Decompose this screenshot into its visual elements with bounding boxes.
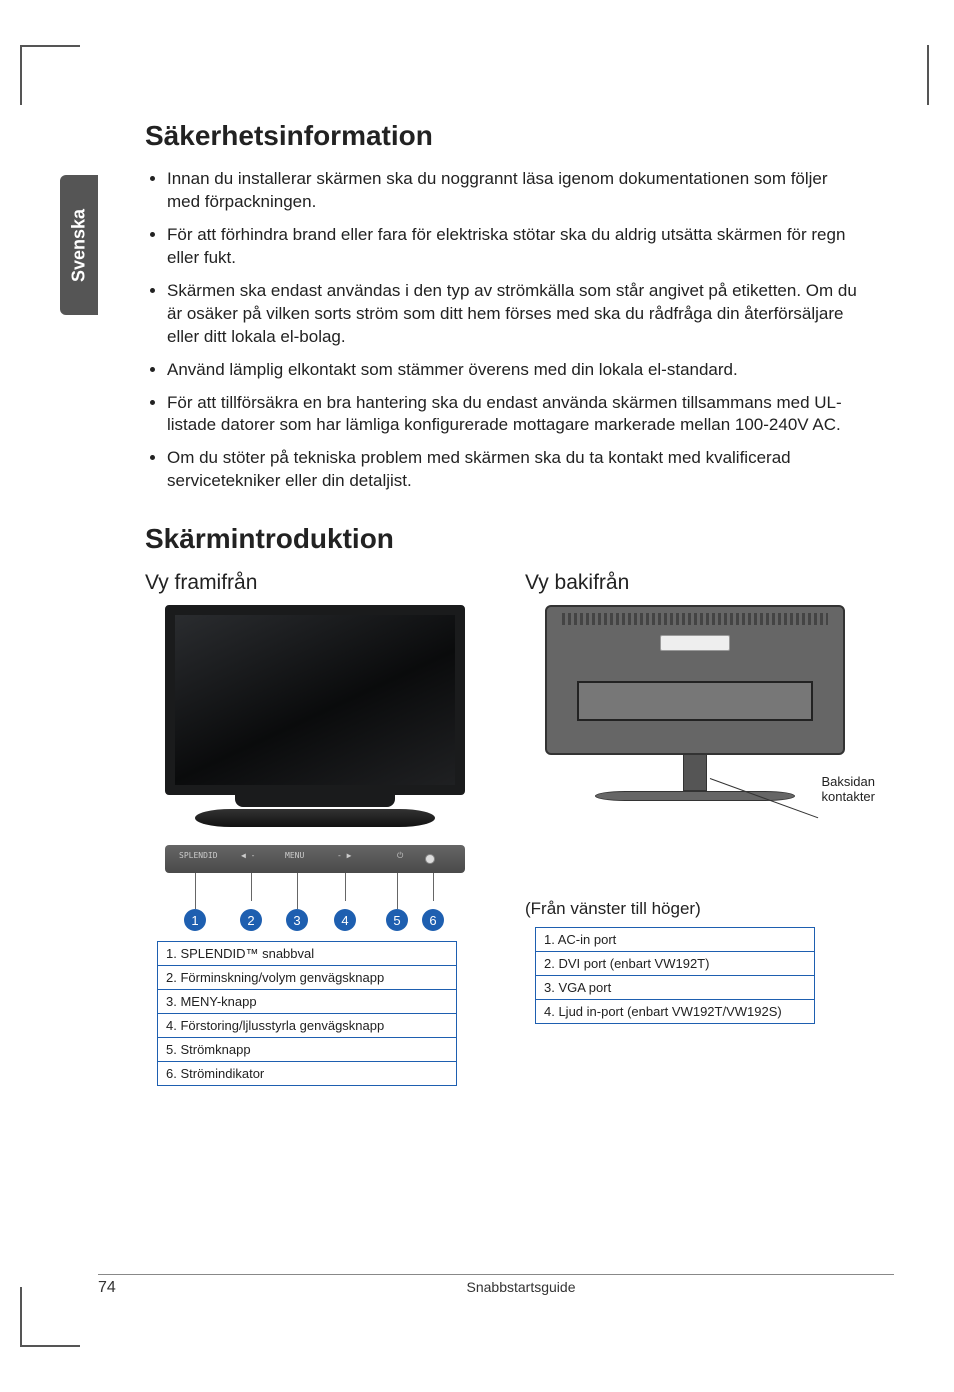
legend-row: 2. DVI port (enbart VW192T): [536, 952, 815, 976]
back-view-label: Vy bakifrån: [525, 571, 865, 595]
safety-heading: Säkerhetsinformation: [145, 120, 865, 152]
marker-number: 6: [422, 909, 444, 931]
back-connectors-callout: Baksidan kontakter: [822, 775, 875, 805]
safety-bullet: För att förhindra brand eller fara för e…: [167, 224, 865, 270]
legend-row: 3. MENY-knapp: [158, 990, 457, 1014]
crop-mark: [20, 45, 22, 105]
back-legend-title: (Från vänster till höger): [525, 899, 865, 919]
language-tab: Svenska: [60, 175, 98, 315]
page-footer: 74 Snabbstartsguide: [98, 1274, 894, 1297]
monitor-back-stand: [683, 751, 707, 791]
back-view-column: Vy bakifrån Baksidan kontakter (Från vän…: [525, 571, 865, 1086]
power-led-icon: [425, 854, 435, 864]
front-legend-table: 1. SPLENDID™ snabbval 2. Förminskning/vo…: [157, 941, 457, 1086]
strip-label: SPLENDID: [179, 851, 218, 860]
legend-row: 2. Förminskning/volym genvägsknapp: [158, 966, 457, 990]
strip-label: - ▶: [337, 851, 351, 860]
legend-row: 5. Strömknapp: [158, 1038, 457, 1062]
front-view-label: Vy framifrån: [145, 571, 485, 595]
safety-bullet: Använd lämplig elkontakt som stämmer öve…: [167, 359, 865, 382]
callout-line: [433, 873, 434, 901]
strip-label: MENU: [285, 851, 304, 860]
back-legend-table: 1. AC-in port 2. DVI port (enbart VW192T…: [535, 927, 815, 1024]
callout-line: [195, 873, 196, 909]
page-number: 74: [98, 1279, 148, 1297]
legend-row: 4. Förstoring/ljlusstyrla genvägsknapp: [158, 1014, 457, 1038]
safety-bullet: För att tillförsäkra en bra hantering sk…: [167, 392, 865, 438]
crop-mark: [927, 45, 929, 105]
front-view-column: Vy framifrån SPLENDID ◀ - MENU - ▶ ⏻: [145, 571, 485, 1086]
monitor-back-body: [545, 605, 845, 755]
marker-number: 3: [286, 909, 308, 931]
safety-bullet: Skärmen ska endast användas i den typ av…: [167, 280, 865, 349]
logo-plate: [660, 635, 730, 651]
callout-line: [251, 873, 252, 901]
marker-number: 2: [240, 909, 262, 931]
safety-bullets: Innan du installerar skärmen ska du nogg…: [167, 168, 865, 493]
legend-row: 1. AC-in port: [536, 928, 815, 952]
marker-number: 4: [334, 909, 356, 931]
intro-heading: Skärmintroduktion: [145, 523, 865, 555]
marker-lines: 1 2 3 4 5 6: [165, 873, 465, 923]
legend-row: 6. Strömindikator: [158, 1062, 457, 1086]
legend-row: 4. Ljud in-port (enbart VW192T/VW192S): [536, 1000, 815, 1024]
callout-text: Baksidan: [822, 774, 875, 789]
monitor-button-strip: SPLENDID ◀ - MENU - ▶ ⏻: [165, 845, 465, 873]
crop-mark: [20, 1345, 80, 1347]
callout-line: [397, 873, 398, 909]
safety-bullet: Innan du installerar skärmen ska du nogg…: [167, 168, 865, 214]
legend-row: 1. SPLENDID™ snabbval: [158, 942, 457, 966]
intro-columns: Vy framifrån SPLENDID ◀ - MENU - ▶ ⏻: [145, 571, 865, 1086]
marker-number: 5: [386, 909, 408, 931]
callout-line: [345, 873, 346, 901]
strip-label: ⏻: [397, 851, 403, 861]
callout-text: kontakter: [822, 789, 875, 804]
monitor-back-figure: Baksidan kontakter: [525, 605, 865, 801]
footer-title: Snabbstartsguide: [148, 1279, 894, 1295]
monitor-front-stand: [235, 795, 395, 807]
monitor-front-figure: SPLENDID ◀ - MENU - ▶ ⏻ 1 2 3: [145, 605, 485, 923]
monitor-front-base: [195, 809, 435, 827]
legend-row: 3. VGA port: [536, 976, 815, 1000]
callout-line: [297, 873, 298, 909]
page-content: Säkerhetsinformation Innan du installera…: [145, 120, 865, 1086]
crop-mark: [20, 1287, 22, 1347]
safety-bullet: Om du stöter på tekniska problem med skä…: [167, 447, 865, 493]
crop-mark: [20, 45, 80, 47]
marker-number: 1: [184, 909, 206, 931]
port-area: [577, 681, 813, 721]
vents-icon: [562, 613, 828, 625]
monitor-back-base: [595, 791, 795, 801]
monitor-front-screen: [165, 605, 465, 795]
strip-label: ◀ -: [241, 851, 255, 860]
